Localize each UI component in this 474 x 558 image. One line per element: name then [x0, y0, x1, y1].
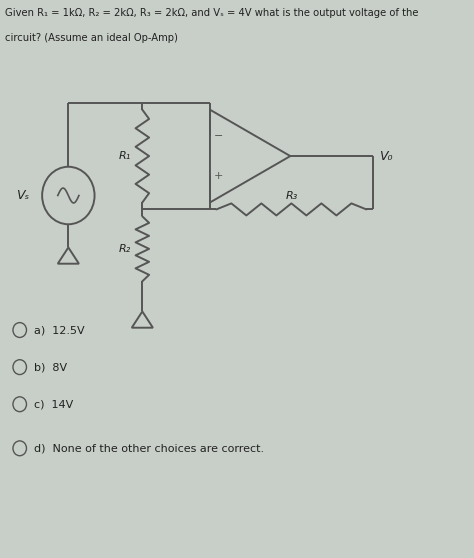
- Text: c)  14V: c) 14V: [34, 399, 73, 409]
- Text: R₃: R₃: [285, 191, 298, 201]
- Text: b)  8V: b) 8V: [34, 362, 67, 372]
- Text: d)  None of the other choices are correct.: d) None of the other choices are correct…: [34, 443, 264, 453]
- Text: +: +: [214, 171, 223, 181]
- Text: −: −: [214, 131, 223, 141]
- Text: a)  12.5V: a) 12.5V: [34, 325, 84, 335]
- Text: circuit? (Assume an ideal Op-Amp): circuit? (Assume an ideal Op-Amp): [5, 33, 178, 43]
- Text: Given R₁ = 1kΩ, R₂ = 2kΩ, R₃ = 2kΩ, and Vₛ = 4V what is the output voltage of th: Given R₁ = 1kΩ, R₂ = 2kΩ, R₃ = 2kΩ, and …: [5, 8, 419, 18]
- Text: R₁: R₁: [118, 151, 131, 161]
- Text: V₀: V₀: [379, 150, 392, 162]
- Text: Vₛ: Vₛ: [16, 189, 29, 202]
- Text: R₂: R₂: [118, 244, 131, 254]
